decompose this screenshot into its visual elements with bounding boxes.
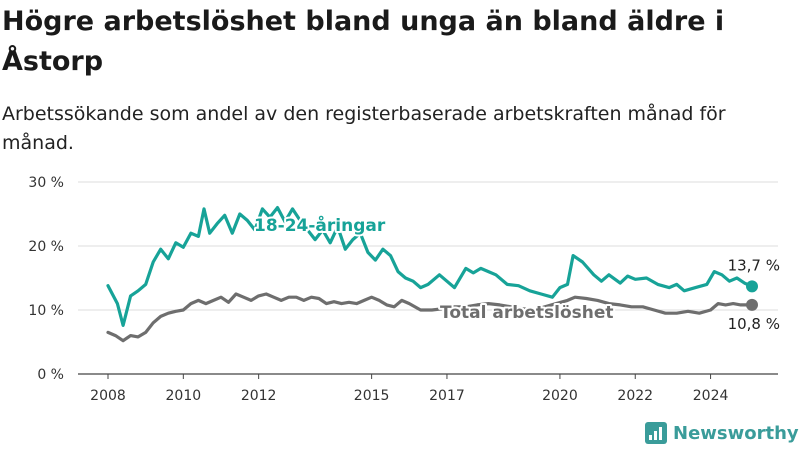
x-tick-label: 2017 — [429, 388, 465, 404]
end-label-total: 10,8 % — [728, 315, 780, 333]
series-lines — [106, 206, 758, 343]
grid-lines — [78, 181, 778, 375]
y-axis: 0 % 10 % 20 % 30 % — [28, 175, 64, 383]
series-line-youth — [106, 206, 754, 327]
x-tick-label: 2022 — [617, 388, 653, 404]
x-axis: 2008 2010 2012 2015 2017 2020 2022 2024 — [90, 374, 728, 404]
x-tick-label: 2024 — [693, 388, 729, 404]
series-line-total — [106, 292, 754, 343]
y-tick-label: 30 % — [28, 175, 64, 191]
chart-title: Högre arbetslöshet bland unga än bland ä… — [2, 6, 725, 77]
newsworthy-logo: Newsworthy — [645, 420, 799, 446]
end-point-total — [746, 298, 758, 311]
series-label-total: Total arbetslöshet — [440, 303, 614, 323]
series-labels: 13,7 % 10,8 % 18-24-åringar Total arbetslös… — [252, 212, 782, 335]
end-label-youth: 13,7 % — [728, 256, 780, 274]
series-label-youth: 18-24-åringar — [254, 214, 386, 236]
x-tick-label: 2010 — [166, 388, 202, 404]
y-tick-label: 20 % — [28, 239, 64, 255]
x-tick-label: 2015 — [354, 388, 390, 404]
y-tick-label: 10 % — [28, 303, 64, 319]
x-tick-label: 2012 — [241, 388, 277, 404]
chart-subtitle: Arbetssökande som andel av den registerb… — [2, 103, 726, 154]
newsworthy-logo-icon — [645, 422, 667, 444]
x-tick-label: 2008 — [90, 388, 126, 404]
y-tick-label: 0 % — [37, 367, 64, 383]
end-point-youth — [746, 280, 758, 293]
x-tick-label: 2020 — [542, 388, 578, 404]
logo-text: Newsworthy — [673, 422, 799, 444]
